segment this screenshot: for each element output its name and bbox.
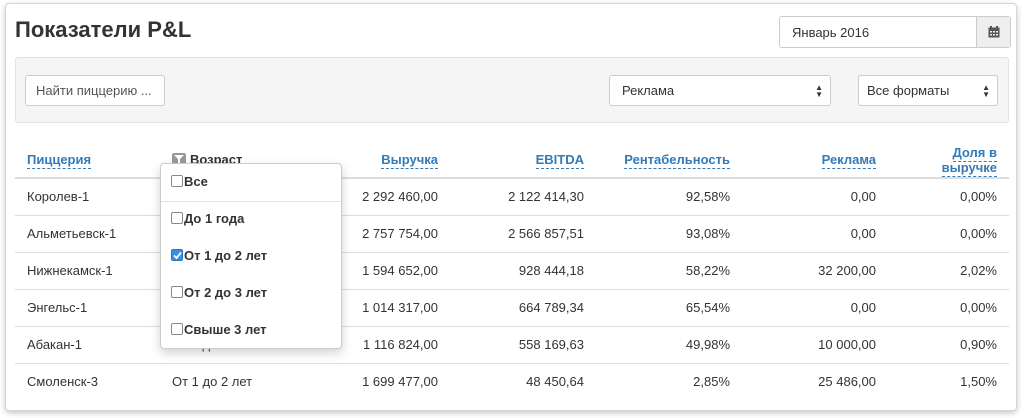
- cell-profitability: 93,08%: [596, 214, 742, 252]
- cell-profitability: 92,58%: [596, 177, 742, 215]
- cell-pizzeria: Абакан-1: [15, 325, 160, 363]
- cell-pizzeria: Альметьевск-1: [15, 214, 160, 252]
- cell-share: 0,00%: [888, 214, 1009, 252]
- column-header-pizzeria[interactable]: Пиццерия: [15, 142, 160, 179]
- date-input[interactable]: Январь 2016: [792, 24, 870, 40]
- cell-ebitda: 928 444,18: [450, 251, 596, 289]
- cell-ads: 0,00: [742, 214, 888, 252]
- cell-ads: 32 200,00: [742, 251, 888, 289]
- filter-icon[interactable]: [172, 153, 186, 165]
- divider: [161, 201, 341, 202]
- table-row[interactable]: Нижнекамск-1 1 594 652,00 928 444,18 58,…: [15, 251, 1009, 289]
- age-option-2-3[interactable]: От 2 до 3 лет: [171, 283, 267, 301]
- cell-profitability: 58,22%: [596, 251, 742, 289]
- table-row[interactable]: Смоленск-3 От 1 до 2 лет 1 699 477,00 48…: [15, 362, 1009, 400]
- pnl-table: Пиццерия Возраст Выручка EBITDA Рентабел…: [15, 142, 1009, 400]
- age-option-under-1[interactable]: До 1 года: [171, 209, 244, 227]
- calendar-icon: [988, 26, 999, 38]
- age-option-1-2[interactable]: От 1 до 2 лет: [171, 246, 267, 264]
- cell-share: 0,00%: [888, 288, 1009, 326]
- cell-revenue: 1 594 652,00: [338, 251, 450, 289]
- cell-profitability: 49,98%: [596, 325, 742, 363]
- checkmark-icon: [173, 251, 182, 260]
- checkbox-checked[interactable]: [171, 249, 183, 261]
- checkbox[interactable]: [171, 175, 183, 187]
- format-select[interactable]: Все форматы ▲ ▼: [858, 75, 998, 106]
- cell-ebitda: 2 122 414,30: [450, 177, 596, 215]
- cell-revenue: 2 292 460,00: [338, 177, 450, 215]
- cell-pizzeria: Королев-1: [15, 177, 160, 215]
- column-header-ads[interactable]: Реклама: [742, 142, 888, 179]
- ad-select[interactable]: Реклама ▲ ▼: [609, 75, 831, 106]
- checkbox[interactable]: [171, 286, 183, 298]
- filter-bar: Найти пиццерию ... Реклама ▲ ▼ Все формат…: [15, 57, 1009, 123]
- cell-revenue: 1 116 824,00: [338, 325, 450, 363]
- cell-revenue: 2 757 754,00: [338, 214, 450, 252]
- format-select-value: Все форматы: [867, 83, 950, 98]
- checkbox[interactable]: [171, 323, 183, 335]
- cell-share: 0,90%: [888, 325, 1009, 363]
- cell-ads: 25 486,00: [742, 362, 888, 400]
- app-window: Показатели P&L Январь 2016 Найти пиццери…: [6, 4, 1016, 410]
- select-arrows-icon: ▲ ▼: [982, 83, 990, 99]
- column-header-ebitda[interactable]: EBITDA: [450, 142, 596, 179]
- cell-ebitda: 48 450,64: [450, 362, 596, 400]
- cell-revenue: 1 014 317,00: [338, 288, 450, 326]
- cell-ads: 0,00: [742, 177, 888, 215]
- ad-select-value: Реклама: [622, 83, 675, 98]
- age-filter-dropdown: Все До 1 года От 1 до 2 лет От 2 до 3 ле…: [160, 163, 342, 349]
- cell-pizzeria: Нижнекамск-1: [15, 251, 160, 289]
- cell-ads: 0,00: [742, 288, 888, 326]
- cell-ebitda: 2 566 857,51: [450, 214, 596, 252]
- cell-profitability: 2,85%: [596, 362, 742, 400]
- table-row[interactable]: Абакан-1 От 1 до 2 лет 1 116 824,00 558 …: [15, 325, 1009, 363]
- search-input[interactable]: Найти пиццерию ...: [25, 75, 165, 106]
- cell-profitability: 65,54%: [596, 288, 742, 326]
- column-header-profitability[interactable]: Рентабельность: [596, 142, 742, 179]
- column-header-share[interactable]: Доля в выручке: [888, 142, 1009, 179]
- cell-pizzeria: Смоленск-3: [15, 362, 160, 400]
- cell-ebitda: 558 169,63: [450, 325, 596, 363]
- cell-revenue: 1 699 477,00: [338, 362, 450, 400]
- age-option-over-3[interactable]: Свыше 3 лет: [171, 320, 267, 338]
- select-arrows-icon: ▲ ▼: [815, 83, 823, 99]
- date-picker[interactable]: Январь 2016: [779, 16, 1011, 48]
- cell-ebitda: 664 789,34: [450, 288, 596, 326]
- table-row[interactable]: Альметьевск-1 2 757 754,00 2 566 857,51 …: [15, 214, 1009, 252]
- column-header-revenue[interactable]: Выручка: [338, 142, 450, 179]
- cell-share: 1,50%: [888, 362, 1009, 400]
- cell-ads: 10 000,00: [742, 325, 888, 363]
- cell-share: 2,02%: [888, 251, 1009, 289]
- age-option-all[interactable]: Все: [171, 172, 208, 190]
- calendar-button[interactable]: [976, 17, 1010, 47]
- cell-age: От 1 до 2 лет: [160, 362, 338, 400]
- page-title: Показатели P&L: [15, 17, 192, 42]
- checkbox[interactable]: [171, 212, 183, 224]
- cell-pizzeria: Энгельс-1: [15, 288, 160, 326]
- cell-share: 0,00%: [888, 177, 1009, 215]
